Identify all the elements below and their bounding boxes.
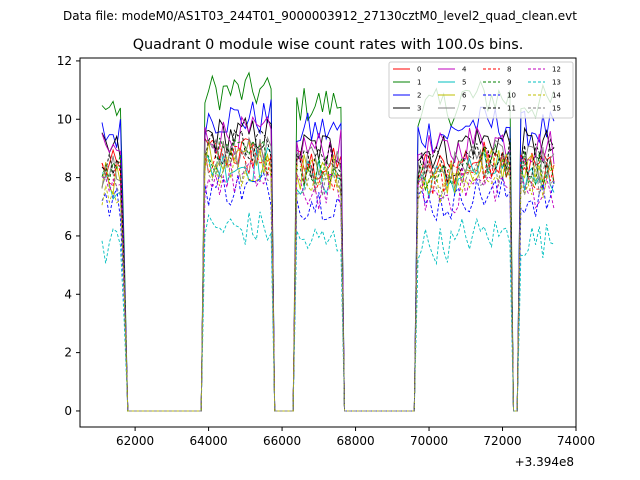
x-tick-label: 72000 (483, 434, 521, 448)
legend-label-15: 15 (552, 105, 561, 113)
series-layer (101, 71, 555, 412)
x-offset-label: +3.394e8 (515, 455, 574, 469)
x-tick-label: 66000 (263, 434, 301, 448)
legend-label-7: 7 (462, 105, 466, 113)
y-axis: 0 2 4 6 8 10 12 (57, 54, 80, 418)
legend-label-6: 6 (462, 92, 467, 100)
x-axis: 62000 64000 66000 68000 70000 72000 74000 (116, 427, 595, 448)
x-tick-label: 68000 (336, 434, 374, 448)
legend-label-9: 9 (507, 79, 511, 87)
legend-label-10: 10 (507, 92, 516, 100)
legend-label-0: 0 (417, 66, 421, 74)
legend-label-13: 13 (552, 79, 561, 87)
legend-label-11: 11 (507, 105, 516, 113)
legend-label-3: 3 (417, 105, 421, 113)
y-tick-label: 4 (64, 287, 72, 301)
legend-label-14: 14 (552, 92, 561, 100)
x-tick-label: 74000 (557, 434, 595, 448)
y-tick-label: 8 (64, 171, 72, 185)
y-tick-label: 6 (64, 229, 72, 243)
y-tick-label: 0 (64, 404, 72, 418)
legend-label-4: 4 (462, 66, 467, 74)
legend-label-12: 12 (552, 66, 561, 74)
x-tick-label: 62000 (116, 434, 154, 448)
x-tick-label: 64000 (189, 434, 227, 448)
axes-frame (79, 57, 577, 428)
chart-suptitle: Data file: modeM0/AS1T03_244T01_90000039… (63, 9, 577, 23)
legend-box (388, 61, 574, 119)
legend-label-5: 5 (462, 79, 466, 87)
y-tick-label: 10 (57, 112, 72, 126)
y-tick-label: 2 (64, 346, 72, 360)
legend-label-1: 1 (417, 79, 421, 87)
legend-label-8: 8 (507, 66, 511, 74)
series-line-14 (101, 152, 555, 412)
x-tick-label: 70000 (410, 434, 448, 448)
legend-label-2: 2 (417, 92, 421, 100)
series-line-12 (101, 161, 555, 412)
chart-title: Quadrant 0 module wise count rates with … (133, 37, 524, 53)
y-tick-label: 12 (57, 54, 72, 68)
